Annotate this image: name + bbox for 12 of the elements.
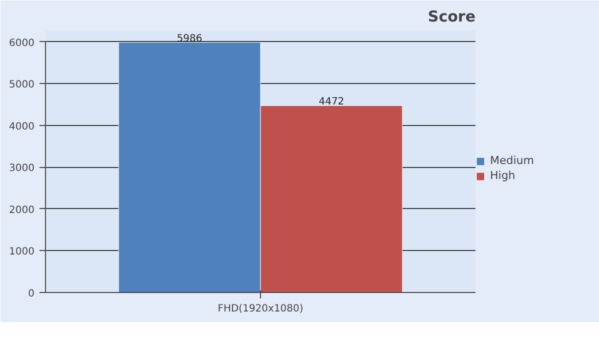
y-tick-label: 0 [28, 288, 35, 300]
legend-label: Medium [490, 154, 534, 167]
legend-label: High [490, 169, 516, 182]
y-tick-label: 2000 [9, 204, 35, 216]
y-tick-label: 6000 [9, 38, 35, 49]
y-tick-label: 5000 [9, 80, 35, 91]
chart-title: Score [428, 8, 476, 26]
data-label: 4472 [318, 96, 344, 108]
y-tick-label: 1000 [9, 246, 35, 258]
x-tick-label: FHD(1920x1080) [218, 304, 304, 314]
y-tick-label: 3000 [9, 163, 35, 174]
y-tick-label: 4000 [9, 121, 35, 132]
